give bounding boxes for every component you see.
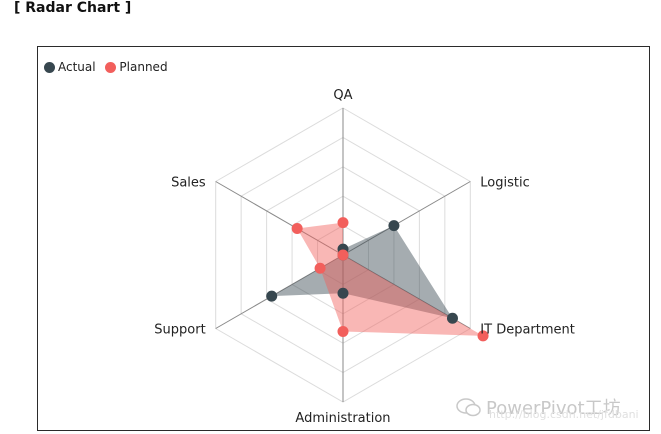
legend-swatch-actual <box>44 61 55 73</box>
axis-line <box>215 181 344 256</box>
series-area-planned <box>297 222 484 336</box>
chart-frame <box>37 46 650 431</box>
legend-item-planned[interactable]: Planned <box>105 60 168 74</box>
axis-line <box>342 181 471 256</box>
data-point-actual[interactable] <box>337 287 349 299</box>
data-point-planned[interactable] <box>337 249 349 261</box>
watermark-url: http://blog.csdn.net/jfdbani <box>489 408 639 421</box>
legend-label-actual: Actual <box>58 60 96 74</box>
radar-grid <box>215 107 471 403</box>
legend-swatch-planned <box>105 61 117 73</box>
series-area-actual <box>271 225 453 319</box>
data-point-planned[interactable] <box>337 325 349 337</box>
radar-areas <box>271 222 484 336</box>
wechat-icon <box>456 398 481 417</box>
data-point-actual[interactable] <box>266 290 278 302</box>
axis-label: QA <box>333 88 352 103</box>
data-point-actual[interactable] <box>446 312 458 324</box>
data-point-planned[interactable] <box>337 217 349 229</box>
data-point-actual[interactable] <box>388 220 400 232</box>
watermark-text: PowerPivot工坊 <box>486 398 621 419</box>
data-point-planned[interactable] <box>314 262 326 274</box>
axis-label: Logistic <box>480 176 529 191</box>
data-point-planned[interactable] <box>291 223 303 235</box>
axis-label: Sales <box>171 176 206 191</box>
axis-label: Support <box>154 323 205 338</box>
radar-axis-labels: QA Logistic IT Department Administration Sup… <box>154 88 575 426</box>
radar-points <box>266 217 489 342</box>
data-point-planned[interactable] <box>477 330 489 342</box>
legend-item-actual[interactable]: Actual <box>44 60 96 74</box>
axis-label: Administration <box>295 411 390 426</box>
legend-label-planned: Planned <box>119 60 168 74</box>
chart-heading: [ Radar Chart ] <box>14 0 132 16</box>
axis-label: IT Department <box>480 323 575 338</box>
chart-legend: Actual Planned <box>44 60 174 76</box>
